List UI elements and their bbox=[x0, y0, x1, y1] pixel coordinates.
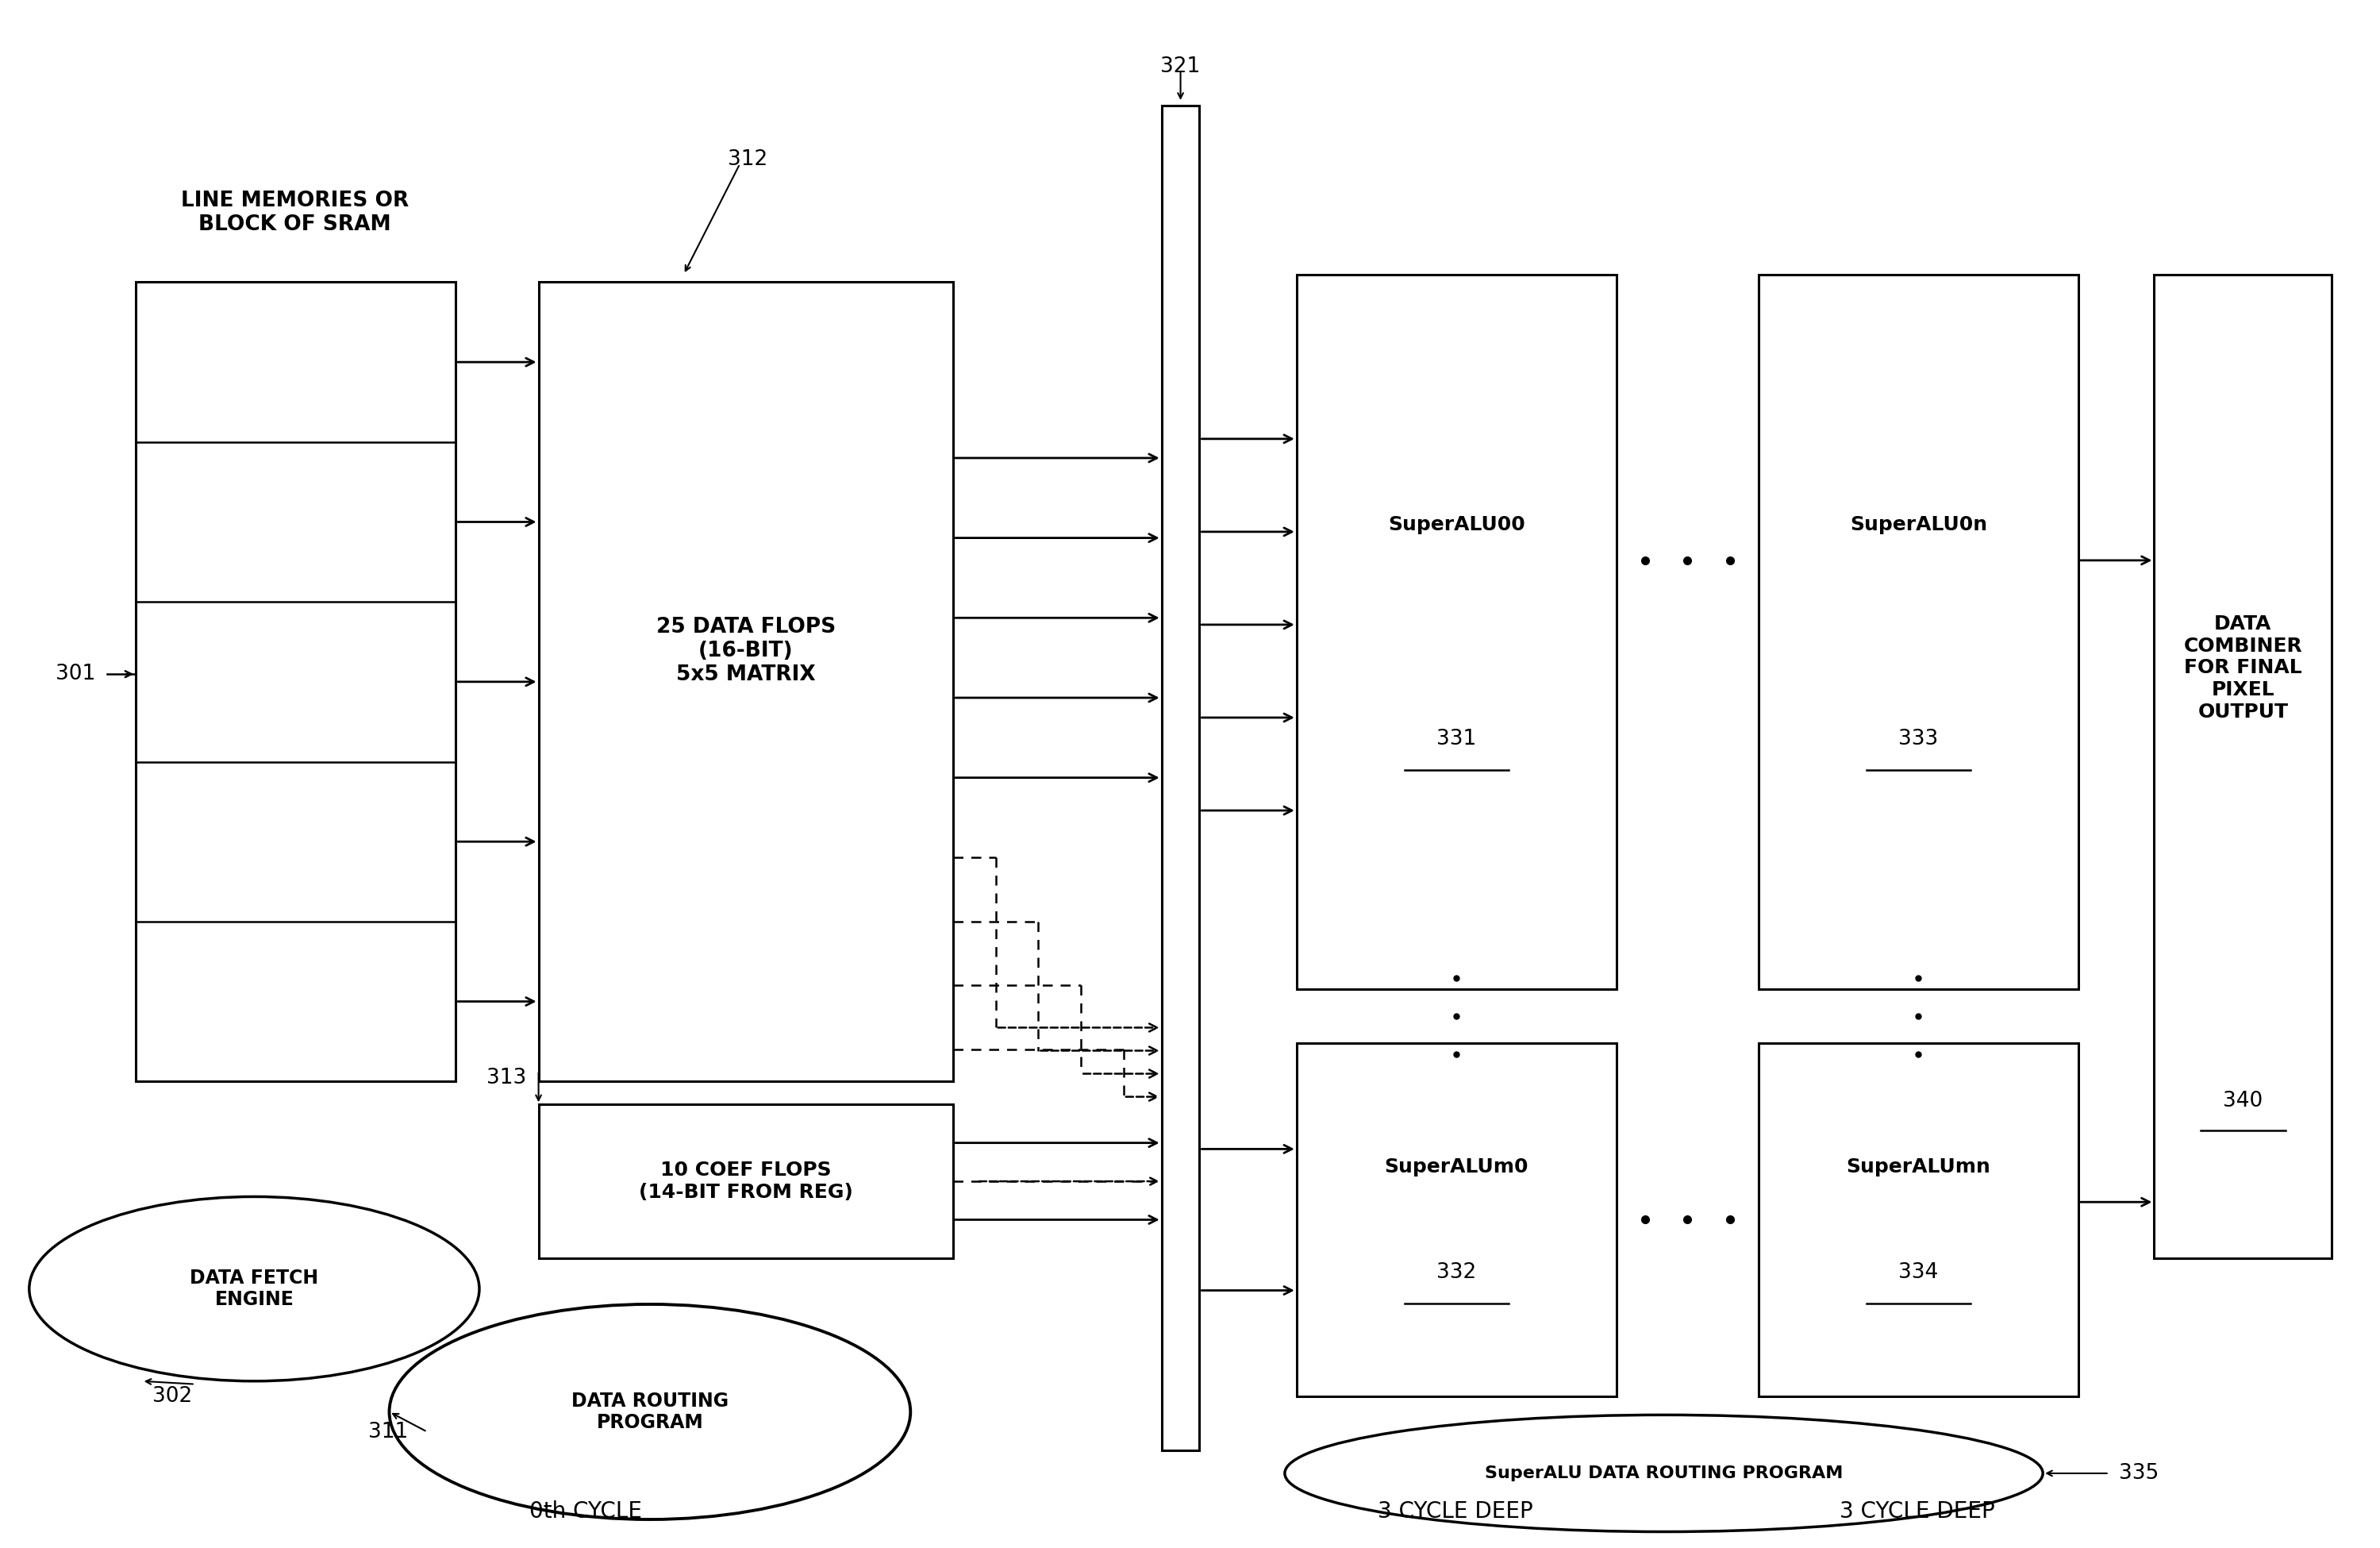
Bar bbox=[1759, 274, 2078, 989]
Text: 301: 301 bbox=[55, 664, 95, 684]
Text: SuperALU00: SuperALU00 bbox=[1388, 515, 1526, 534]
Text: LINE MEMORIES OR
BLOCK OF SRAM: LINE MEMORIES OR BLOCK OF SRAM bbox=[181, 190, 409, 235]
Text: 3 CYCLE DEEP: 3 CYCLE DEEP bbox=[1840, 1500, 1994, 1523]
Text: 3 CYCLE DEEP: 3 CYCLE DEEP bbox=[1378, 1500, 1533, 1523]
Text: DATA FETCH
ENGINE: DATA FETCH ENGINE bbox=[190, 1268, 319, 1310]
Ellipse shape bbox=[29, 1197, 478, 1381]
Text: 340: 340 bbox=[2223, 1090, 2263, 1111]
Text: SuperALU0n: SuperALU0n bbox=[1849, 515, 1987, 534]
Text: 335: 335 bbox=[2118, 1463, 2159, 1483]
Bar bbox=[136, 282, 455, 1082]
Text: 311: 311 bbox=[369, 1421, 409, 1443]
Text: 332: 332 bbox=[1438, 1263, 1476, 1283]
Text: 313: 313 bbox=[488, 1068, 526, 1088]
Text: 0th CYCLE: 0th CYCLE bbox=[531, 1500, 643, 1523]
Text: 10 COEF FLOPS
(14-BIT FROM REG): 10 COEF FLOPS (14-BIT FROM REG) bbox=[638, 1161, 852, 1201]
Text: 331: 331 bbox=[1438, 729, 1476, 749]
Text: 312: 312 bbox=[728, 149, 769, 170]
Text: SuperALU DATA ROUTING PROGRAM: SuperALU DATA ROUTING PROGRAM bbox=[1485, 1466, 1842, 1481]
Bar bbox=[1297, 274, 1616, 989]
Text: SuperALUmn: SuperALUmn bbox=[1847, 1158, 1990, 1176]
Text: DATA
COMBINER
FOR FINAL
PIXEL
OUTPUT: DATA COMBINER FOR FINAL PIXEL OUTPUT bbox=[2182, 615, 2301, 721]
Bar bbox=[1297, 1043, 1616, 1396]
Text: 321: 321 bbox=[1161, 57, 1200, 77]
Bar bbox=[1161, 105, 1200, 1450]
Text: 302: 302 bbox=[152, 1385, 193, 1407]
Text: DATA ROUTING
PROGRAM: DATA ROUTING PROGRAM bbox=[571, 1392, 728, 1432]
Text: 25 DATA FLOPS
(16-BIT)
5x5 MATRIX: 25 DATA FLOPS (16-BIT) 5x5 MATRIX bbox=[657, 618, 835, 686]
Ellipse shape bbox=[390, 1305, 912, 1520]
Bar bbox=[538, 282, 952, 1082]
Bar bbox=[2154, 274, 2332, 1259]
Text: 333: 333 bbox=[1899, 729, 1937, 749]
Text: SuperALUm0: SuperALUm0 bbox=[1385, 1158, 1528, 1176]
Ellipse shape bbox=[1285, 1415, 2042, 1531]
Bar bbox=[1759, 1043, 2078, 1396]
Bar bbox=[538, 1104, 952, 1259]
Text: 334: 334 bbox=[1899, 1263, 1937, 1283]
